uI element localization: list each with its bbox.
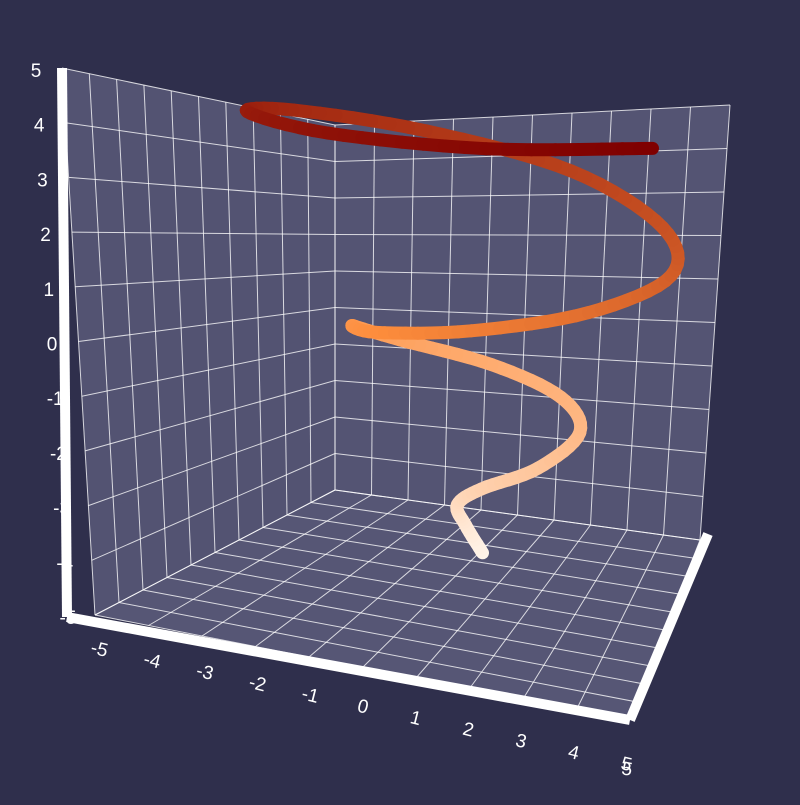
x-tick-label: -4: [141, 649, 163, 674]
x-tick-label: 3: [513, 730, 528, 753]
z-tick-label: 3: [37, 170, 48, 191]
x-tick-label: -3: [194, 660, 215, 684]
x-tick-label: 4: [566, 742, 582, 765]
z-tick-label: -2: [50, 444, 67, 465]
z-tick-label: -5: [60, 608, 77, 629]
x-tick-label: -1: [299, 683, 320, 707]
z-tick-label: 2: [40, 225, 51, 246]
z-axis-line: [62, 68, 67, 617]
x-tick-label: 0: [355, 696, 370, 719]
x-tick-label: 2: [461, 719, 476, 742]
z-tick-label: -4: [56, 553, 73, 574]
z-tick-label: -1: [47, 389, 64, 410]
x-tick-label: -5: [89, 637, 110, 661]
z-tick-label: 5: [31, 61, 42, 82]
z-tick-label: 4: [34, 116, 45, 137]
z-tick-label: 0: [47, 335, 58, 356]
y-tick-label: 5: [620, 758, 634, 781]
z-tick-label: 1: [44, 280, 55, 301]
z-tick-label: -3: [53, 499, 70, 520]
x-tick-label: -2: [247, 672, 268, 696]
x-tick-label: 1: [408, 707, 423, 730]
axis-walls: [62, 68, 730, 720]
